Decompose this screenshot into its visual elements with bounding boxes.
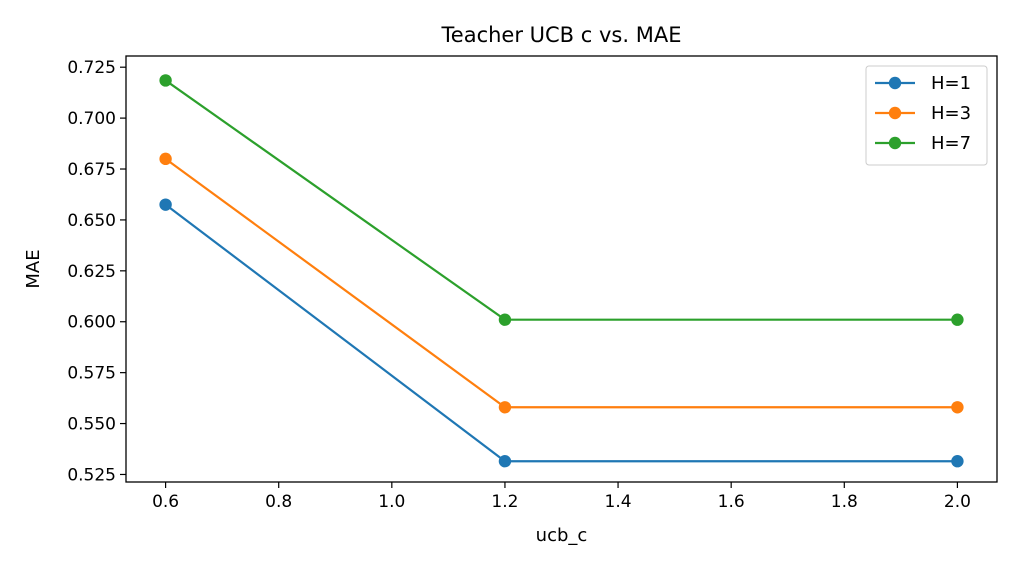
- series-line-H=7: [164, 79, 958, 321]
- x-tick-label: 0.8: [265, 492, 292, 512]
- data-point-H=3: [498, 401, 512, 414]
- data-point-H=3: [159, 152, 172, 166]
- legend-swatch-marker: [888, 136, 902, 150]
- y-axis: 0.525 0.550 0.575 0.600 0.625 0.650 0.675 0.700…: [67, 58, 126, 485]
- x-tick-label: 1.4: [605, 492, 632, 512]
- legend-label: H=3: [931, 103, 971, 124]
- x-tick-label: 1.8: [831, 492, 858, 512]
- data-point-H=7: [498, 313, 512, 326]
- plot-frame: [125, 55, 998, 483]
- data-point-H=1: [159, 198, 172, 211]
- y-axis-title: MAE: [23, 249, 44, 288]
- y-tick-label: 0.600: [67, 313, 116, 333]
- x-tick-label: 1.0: [378, 492, 405, 512]
- x-tick-label: 1.6: [718, 492, 745, 512]
- y-tick-label: 0.725: [67, 58, 116, 78]
- data-point-H=7: [951, 313, 964, 326]
- legend-label: H=7: [931, 133, 971, 154]
- legend-swatch-marker: [888, 76, 902, 90]
- y-tick-label: 0.550: [67, 415, 116, 435]
- y-tick-label: 0.700: [67, 109, 116, 129]
- y-tick-label: 0.625: [67, 262, 116, 282]
- legend: H=1 H=3 H=7: [865, 65, 988, 166]
- x-axis: 0.6 0.8 1.0 1.2 1.4 1.6 1.8 2.0: [152, 482, 971, 512]
- legend-label: H=1: [931, 73, 971, 94]
- x-axis-title: ucb_c: [536, 525, 588, 546]
- y-tick-label: 0.650: [67, 211, 116, 231]
- data-point-H=7: [159, 74, 172, 87]
- data-point-H=3: [951, 401, 964, 414]
- x-tick-label: 1.2: [491, 492, 518, 512]
- legend-swatch-marker: [888, 106, 902, 120]
- x-tick-label: 0.6: [152, 492, 179, 512]
- plot-area: [159, 74, 964, 468]
- data-point-H=1: [951, 455, 964, 468]
- x-tick-label: 2.0: [944, 492, 971, 512]
- series-line-H=1: [164, 203, 958, 463]
- chart-title: Teacher UCB c vs. MAE: [441, 23, 682, 47]
- data-point-H=1: [498, 455, 512, 468]
- y-tick-label: 0.675: [67, 160, 116, 180]
- y-tick-label: 0.575: [67, 364, 116, 384]
- y-tick-label: 0.525: [67, 465, 116, 485]
- series-line-H=3: [164, 157, 958, 409]
